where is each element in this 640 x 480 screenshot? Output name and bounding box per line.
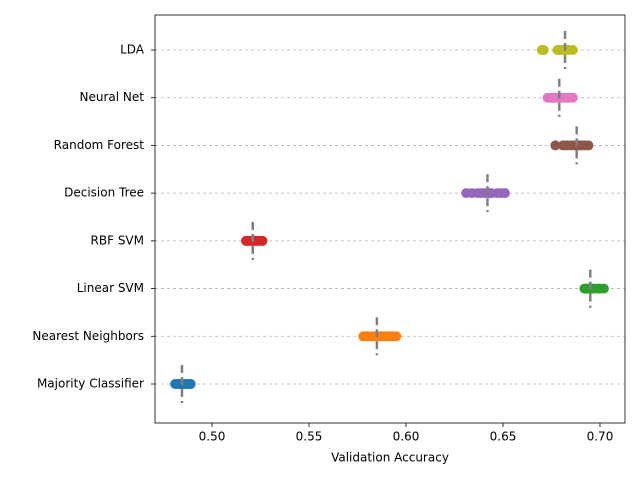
- y-tick-label: LDA: [120, 43, 145, 57]
- point: [185, 379, 196, 389]
- point: [598, 283, 609, 294]
- point: [567, 45, 578, 55]
- y-tick-label: Majority Classifier: [37, 377, 144, 391]
- point: [550, 140, 561, 151]
- y-tick-label: Neural Net: [80, 90, 145, 104]
- point: [499, 188, 510, 199]
- x-axis-label: Validation Accuracy: [331, 451, 449, 465]
- point: [391, 331, 402, 342]
- x-tick-label: 0.55: [296, 430, 323, 444]
- plot-frame: [154, 14, 626, 424]
- x-tick-label: 0.60: [393, 430, 420, 444]
- point: [257, 235, 268, 246]
- y-tick-label: Linear SVM: [77, 281, 144, 295]
- y-tick-label: Decision Tree: [64, 186, 144, 200]
- y-tick-label: Nearest Neighbors: [32, 329, 144, 343]
- x-tick-label: 0.65: [490, 430, 517, 444]
- point: [567, 92, 578, 103]
- point: [538, 45, 549, 55]
- x-tick-label: 0.50: [199, 430, 226, 444]
- y-tick-label: RBF SVM: [91, 233, 144, 247]
- y-tick-label: Random Forest: [54, 138, 145, 152]
- x-tick-label: 0.70: [587, 430, 614, 444]
- point: [583, 140, 594, 151]
